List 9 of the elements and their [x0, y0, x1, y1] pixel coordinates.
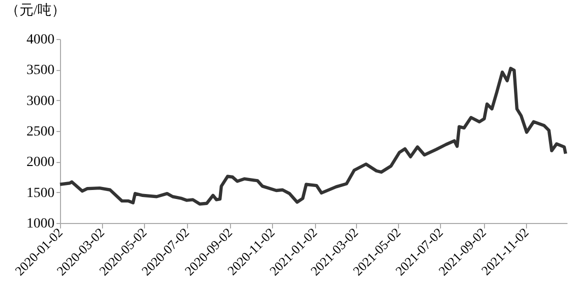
- y-tick-label: 3500: [26, 63, 54, 78]
- line-series: [58, 66, 568, 206]
- y-tick-label: 1000: [26, 216, 54, 232]
- y-tick-label: 2500: [26, 124, 54, 140]
- y-axis-title: （元/吨）: [6, 2, 66, 18]
- y-tick-label: 2000: [26, 155, 54, 170]
- y-tick-label: 3000: [26, 94, 54, 109]
- y-tick-label: 1500: [26, 186, 54, 201]
- y-tick-label: 4000: [26, 32, 54, 48]
